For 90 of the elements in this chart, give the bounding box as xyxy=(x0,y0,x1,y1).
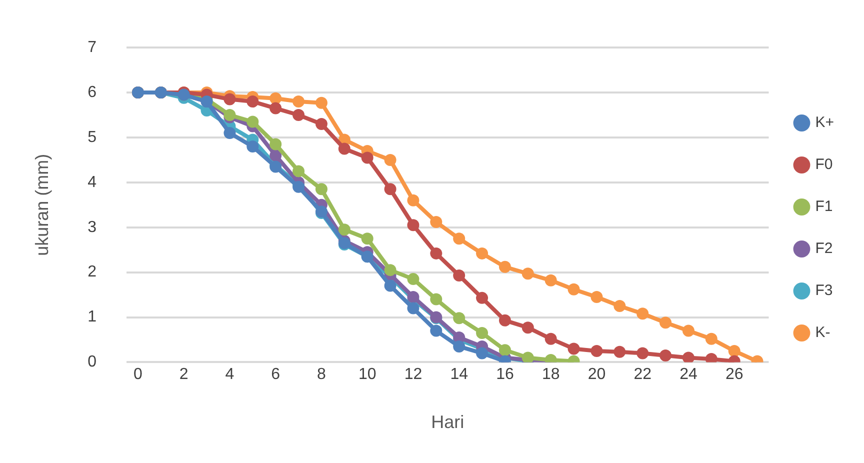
y-tick-label: 2 xyxy=(88,264,97,281)
point xyxy=(453,232,466,245)
point xyxy=(224,126,236,139)
point xyxy=(476,292,488,304)
x-axis-title: Hari xyxy=(431,412,464,432)
point xyxy=(407,219,420,232)
point xyxy=(682,352,694,362)
point xyxy=(476,326,488,339)
x-tick-label: 6 xyxy=(271,366,280,384)
legend-label: K- xyxy=(815,324,830,342)
x-tick-label: 4 xyxy=(225,366,234,384)
point xyxy=(407,194,420,206)
point xyxy=(315,118,328,130)
legend-label: K+ xyxy=(815,114,834,132)
point xyxy=(270,102,282,114)
legend-label: F0 xyxy=(815,156,833,174)
x-tick-label: 20 xyxy=(588,366,606,384)
y-tick-label: 1 xyxy=(88,308,97,326)
point xyxy=(292,165,305,178)
point xyxy=(660,316,672,329)
y-tick-label: 0 xyxy=(88,354,97,371)
point xyxy=(568,342,580,355)
point xyxy=(338,142,350,155)
point xyxy=(568,283,580,296)
point xyxy=(270,138,282,150)
point xyxy=(224,93,236,106)
point xyxy=(361,152,374,164)
point xyxy=(522,268,534,280)
x-tick-label: 2 xyxy=(179,366,188,384)
point xyxy=(590,344,603,357)
point xyxy=(361,232,374,245)
y-tick-label: 6 xyxy=(88,84,97,101)
point xyxy=(430,293,442,306)
point xyxy=(315,96,328,109)
x-tick-label: 18 xyxy=(542,366,560,384)
point xyxy=(384,264,396,276)
point xyxy=(544,274,557,286)
point xyxy=(590,291,603,304)
point xyxy=(705,332,718,345)
point xyxy=(476,347,488,360)
y-tick-label: 3 xyxy=(88,218,97,236)
point xyxy=(338,224,350,236)
point xyxy=(453,340,466,352)
point xyxy=(682,324,694,337)
point xyxy=(407,302,420,314)
x-tick-label: 14 xyxy=(450,366,468,384)
legend-label: F1 xyxy=(815,198,833,216)
point xyxy=(453,269,466,282)
point xyxy=(660,349,672,362)
x-tick-label: 8 xyxy=(317,366,326,384)
point xyxy=(246,116,259,128)
point xyxy=(430,324,442,337)
point xyxy=(384,280,396,292)
point xyxy=(246,96,259,108)
point xyxy=(246,140,259,152)
point xyxy=(453,312,466,324)
legend-label: F3 xyxy=(815,282,833,300)
point xyxy=(498,260,511,273)
point xyxy=(614,346,626,358)
x-tick-label: 10 xyxy=(358,366,376,384)
y-axis-title: ukuran (mm) xyxy=(32,154,52,256)
point xyxy=(430,216,442,228)
y-tick-label: 5 xyxy=(88,128,97,146)
point xyxy=(728,344,740,357)
point xyxy=(384,154,396,166)
point xyxy=(498,344,511,356)
point xyxy=(384,183,396,196)
point xyxy=(292,96,305,108)
point xyxy=(614,300,626,312)
point xyxy=(407,273,420,286)
point xyxy=(636,347,649,360)
point xyxy=(270,92,282,104)
x-tick-label: 24 xyxy=(680,366,698,384)
x-tick-label: 22 xyxy=(634,366,652,384)
point xyxy=(522,322,534,334)
x-tick-label: 16 xyxy=(496,366,514,384)
y-tick-label: 7 xyxy=(88,39,97,56)
point xyxy=(315,183,328,196)
point xyxy=(498,314,511,326)
x-tick-label: 0 xyxy=(134,366,143,384)
point xyxy=(270,149,282,162)
point xyxy=(430,247,442,260)
y-tick-label: 4 xyxy=(88,174,97,191)
point xyxy=(292,109,305,122)
point xyxy=(476,247,488,260)
point xyxy=(544,332,557,345)
x-tick-label: 12 xyxy=(404,366,422,384)
x-tick-label: 26 xyxy=(725,366,744,384)
point xyxy=(636,308,649,320)
legend-label: F2 xyxy=(815,240,833,258)
